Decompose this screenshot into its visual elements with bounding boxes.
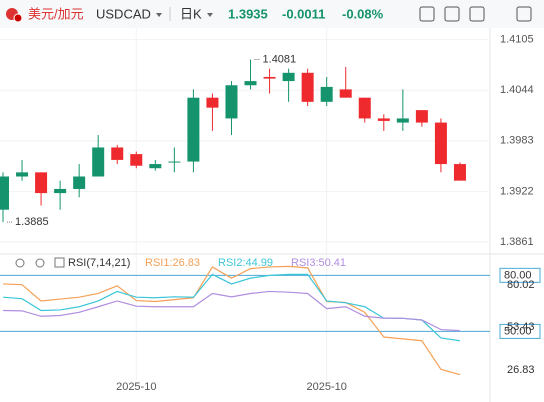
expand-icon[interactable] [54,257,65,268]
tool-button[interactable] [444,6,460,22]
tool-button[interactable] [516,6,532,22]
rsi-title: RSI(7,14,21) [68,257,130,269]
price: 1.3935 [228,6,268,21]
candle-body [358,97,371,119]
annotation: 1.4081 [263,53,297,65]
candle-body [0,176,9,210]
eye-icon[interactable] [15,258,25,268]
symbol[interactable]: USDCAD [96,6,151,21]
y-tick-label: 80.00 [504,269,532,281]
candle-body [320,86,333,102]
period[interactable]: 日K [180,6,202,21]
gear-icon[interactable] [35,258,45,268]
candle-body [73,176,86,189]
candle-body [130,154,143,166]
y-tick-label: 1.4105 [500,34,534,46]
dropdown-icon[interactable] [156,13,162,17]
candle-body [16,172,29,177]
value-tag: 53.43 [507,321,535,333]
candle-body [244,81,257,86]
rsi-line [2,290,460,332]
candle-body [187,97,200,162]
tool-icons [419,6,532,22]
candle-body [301,72,314,102]
change-pct: -0.08% [342,6,384,21]
legend-entry: RSI2:44.99 [218,257,273,269]
candle-body [339,89,352,98]
y-tick-label: 50.00 [504,325,532,337]
legend-entry: RSI1:26.83 [145,257,200,269]
toolbar [0,0,544,28]
candle-body [54,188,67,194]
dropdown-icon[interactable] [207,13,213,17]
y-tick-label: 1.3922 [500,185,534,197]
candle-body [35,172,48,194]
rsi-line [2,265,461,376]
y-tick-label: 1.3861 [500,236,534,248]
pair[interactable]: 美元/加元 [28,6,84,21]
candle-body [415,110,428,123]
legend-entry: RSI3:50.41 [291,257,346,269]
annotation: 1.3885 [15,216,49,228]
candle-body [206,97,219,108]
candle-body [453,164,466,181]
x-tick-label: 2025-10 [306,381,346,393]
candle-body [263,76,276,79]
y-tick-label: 1.4044 [500,84,534,96]
tool-button[interactable] [419,6,435,22]
candle-body [168,161,181,163]
candle-body [225,85,238,119]
tool-button[interactable] [469,6,485,22]
change: -0.0011 [282,6,325,21]
candle-body [92,147,105,177]
x-tick-label: 2025-10 [116,381,156,393]
value-tag: 26.83 [507,364,535,376]
candle-body [396,118,409,123]
level-tag [499,267,541,283]
candle-body [111,147,124,160]
candle-body [377,118,390,121]
candle-body [282,72,295,82]
value-tag: 80.02 [507,279,535,291]
flag-icon [13,13,23,23]
y-tick-label: 1.3983 [500,135,534,147]
candle-body [149,164,162,169]
candle-body [434,122,447,165]
level-tag [499,323,541,339]
